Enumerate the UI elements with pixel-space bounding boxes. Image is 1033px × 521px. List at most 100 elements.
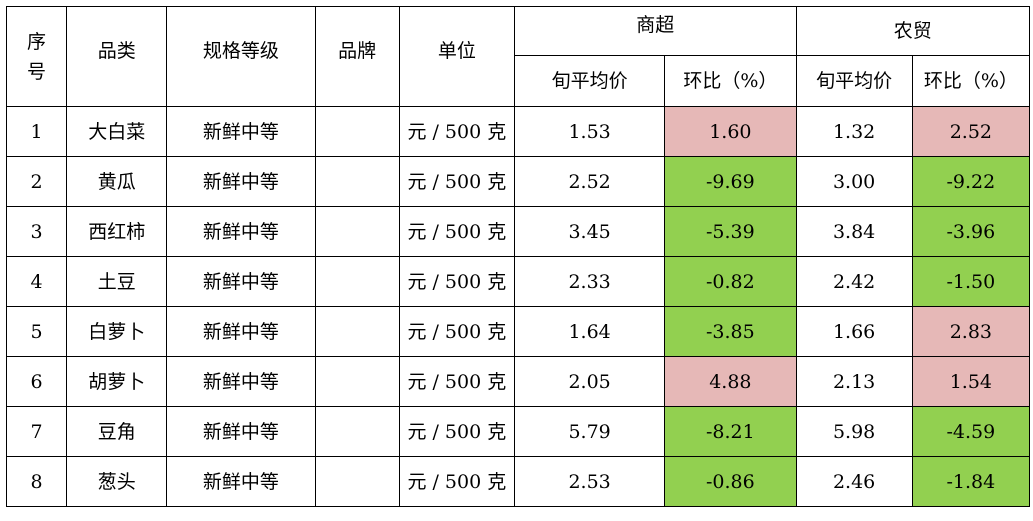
header-spec: 规格等级 (166, 6, 316, 107)
cell-spec: 新鲜中等 (166, 106, 316, 157)
cell-seq: 3 (5, 206, 68, 257)
header-mk-avg: 旬平均价 (795, 55, 913, 107)
table-body: 1 大白菜 新鲜中等元 / 500 克 1.53 1.60 1.32 2.52 2 黄瓜 新鲜中等… (5, 106, 1031, 507)
header-seq-line1: 序 (27, 30, 47, 53)
cell-seq: 6 (5, 356, 68, 407)
header-brand: 品牌 (314, 6, 400, 107)
cell-mk-avg: 5.98 (795, 406, 913, 457)
cell-mk-mom: 2.52 (911, 106, 1031, 157)
cell-sm-mom: -8.21 (664, 406, 797, 457)
cell-sm-avg: 2.33 (513, 256, 666, 307)
cell-sm-avg: 3.45 (513, 206, 666, 257)
table-row: 6 胡萝卜 新鲜中等 元 / 500 克 2.05 4.88 2.13 1.54 (5, 356, 1031, 407)
cell-spec: 新鲜中等 (166, 356, 316, 407)
cell-spec: 新鲜中等 (166, 306, 316, 357)
cell-sm-avg: 2.05 (513, 356, 666, 407)
cell-category: 白萝卜 (66, 306, 168, 357)
header-supermarket: 商超 (513, 6, 797, 56)
cell-sm-mom: -3.85 (664, 306, 797, 357)
cell-unit: 元 / 500 克 (398, 306, 515, 357)
header-mk-mom: 环比（%） (911, 55, 1031, 107)
cell-brand (314, 306, 400, 357)
cell-category: 胡萝卜 (66, 356, 168, 407)
cell-seq: 1 (5, 106, 68, 157)
cell-brand (314, 456, 400, 507)
cell-category: 黄瓜 (66, 156, 168, 207)
header-spec-label: 规格等级 (202, 39, 279, 62)
cell-unit: 元 / 500 克 (398, 206, 515, 257)
cell-sm-avg: 2.52 (513, 156, 666, 207)
cell-mk-mom: -3.96 (911, 206, 1031, 257)
table-row: 7 豆角 新鲜中等 元 / 500 克 5.79 -8.21 5.98 -4.59 (5, 406, 1031, 457)
table-row: 4 土豆 新鲜中等 元 / 500 克 2.33 -0.82 2.42 -1.50 (5, 256, 1031, 307)
cell-brand (314, 206, 400, 257)
cell-mk-mom: -4.59 (911, 406, 1031, 457)
cell-seq: 4 (5, 256, 68, 307)
cell-mk-mom: 1.54 (911, 356, 1031, 407)
cell-mk-avg: 2.42 (795, 256, 913, 307)
table-row: 8 葱头 新鲜中等 元 / 500 克 2.53 -0.86 2.46 -1.84 (5, 456, 1031, 507)
cell-unit: 元 / 500 克 (398, 156, 515, 207)
cell-mk-mom: -1.50 (911, 256, 1031, 307)
cell-sm-mom: -5.39 (664, 206, 797, 257)
cell-sm-avg: 1.64 (513, 306, 666, 357)
cell-mk-avg: 3.84 (795, 206, 913, 257)
table-row: 1 大白菜 新鲜中等 元 / 500 克 1.53 1.60 1.32 2.52 (5, 106, 1031, 157)
cell-category: 葱头 (66, 456, 168, 507)
cell-spec: 新鲜中等 (166, 256, 316, 307)
cell-category: 土豆 (66, 256, 168, 307)
cell-brand (314, 106, 400, 157)
cell-sm-mom: -0.86 (664, 456, 797, 507)
header-supermarket-label: 商超 (636, 14, 675, 36)
header-seq: 序 号 (5, 6, 68, 107)
cell-seq: 8 (5, 456, 68, 507)
cell-category: 西红柿 (66, 206, 168, 257)
cell-unit: 元 / 500 克 (398, 106, 515, 157)
table-row: 3 西红柿 新鲜中等 元 / 500 克 3.45 -5.39 3.84 -3.96 (5, 206, 1031, 257)
table-row: 5 白萝卜 新鲜中等 元 / 500 克 1.64 -3.85 1.66 2.83 (5, 306, 1031, 357)
cell-mk-mom: -9.22 (911, 156, 1031, 207)
cell-sm-mom: 4.88 (664, 356, 797, 407)
header-row-top: 序 号 品类 规格等级 品牌 单位 商超 农贸 (5, 6, 1030, 107)
cell-sm-mom: -0.82 (664, 256, 797, 307)
cell-unit: 元 / 500 克 (398, 456, 515, 507)
cell-spec: 新鲜中等 (166, 456, 316, 507)
cell-sm-avg: 1.53 (513, 106, 666, 157)
cell-seq: 5 (5, 306, 68, 357)
cell-category: 豆角 (66, 406, 168, 457)
header-unit: 单位 (398, 6, 515, 107)
header-sm-mom: 环比（%） (664, 55, 797, 107)
header-market: 农贸 (795, 6, 1030, 56)
cell-sm-avg: 5.79 (513, 406, 666, 457)
cell-sm-mom: 1.60 (664, 106, 797, 157)
cell-unit: 元 / 500 克 (398, 406, 515, 457)
cell-seq: 2 (5, 156, 68, 207)
cell-mk-avg: 3.00 (795, 156, 913, 207)
cell-brand (314, 356, 400, 407)
cell-unit: 元 / 500 克 (398, 256, 515, 307)
cell-spec: 新鲜中等 (166, 156, 316, 207)
header-sm-avg: 旬平均价 (513, 55, 666, 107)
header-row-sub: 旬平均价 环比（%） 旬平均价 环比（%） (7, 55, 1031, 107)
table-row: 2 黄瓜 新鲜中等 元 / 500 克 2.52 -9.69 3.00 -9.22 (5, 156, 1031, 207)
header-category-label: 品类 (97, 39, 136, 62)
header-brand-label: 品牌 (338, 39, 377, 62)
cell-spec: 新鲜中等 (166, 406, 316, 457)
cell-mk-avg: 1.32 (795, 106, 913, 157)
cell-sm-mom: -9.69 (664, 156, 797, 207)
vegetable-price-table: 序 号 品类 规格等级 品牌 单位 商超 农贸 旬平均价 环比（%） 旬平均价 … (5, 6, 1031, 507)
cell-seq: 7 (5, 406, 68, 457)
cell-mk-mom: -1.84 (911, 456, 1031, 507)
cell-spec: 新鲜中等 (166, 206, 316, 257)
cell-mk-avg: 2.46 (795, 456, 913, 507)
cell-mk-avg: 2.13 (795, 356, 913, 407)
cell-brand (314, 156, 400, 207)
cell-unit: 元 / 500 克 (398, 356, 515, 407)
header-unit-label: 单位 (437, 39, 476, 62)
cell-mk-avg: 1.66 (795, 306, 913, 357)
cell-brand (314, 256, 400, 307)
cell-sm-avg: 2.53 (513, 456, 666, 507)
cell-category: 大白菜 (66, 106, 168, 157)
header-category: 品类 (66, 6, 168, 107)
header-seq-line2: 号 (27, 60, 47, 83)
